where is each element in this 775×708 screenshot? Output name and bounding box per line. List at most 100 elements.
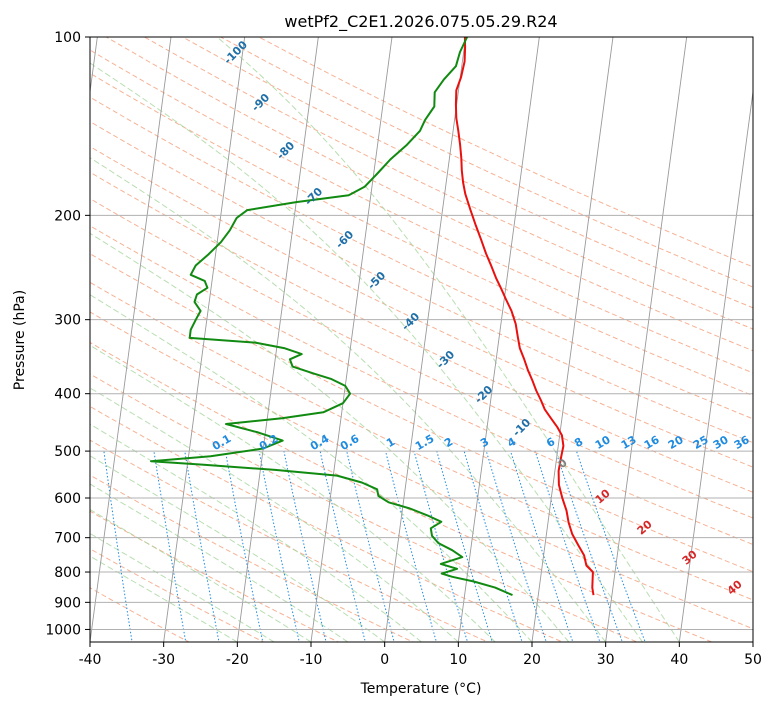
mixing-ratio-label: 20 <box>666 433 686 452</box>
dry-adiabat-line <box>143 37 753 330</box>
mixing-ratio-label: 10 <box>593 433 613 452</box>
x-axis-label: Temperature (°C) <box>360 681 482 697</box>
axes: -40 -30 -20 -10 0 10 20 30 40 5010020030040050060… <box>45 30 762 668</box>
mixing-ratio-line <box>283 450 327 642</box>
dry-adiabat-line <box>90 198 753 519</box>
dry-adiabat-line <box>90 72 753 397</box>
dry-adiabat-line <box>90 225 753 546</box>
dry-adiabat-line <box>90 311 753 630</box>
y-tick-label: 800 <box>54 565 81 581</box>
y-axis-label: Pressure (hPa) <box>12 290 28 390</box>
mixing-ratio-label: 2 <box>442 435 455 450</box>
x-tick-label: 40 <box>670 652 688 668</box>
isotherm-line <box>678 88 753 642</box>
x-tick-label: -20 <box>226 652 249 668</box>
dry-adiabat-line <box>90 281 753 601</box>
moist-adiabat-line <box>90 294 533 642</box>
temperature-profile <box>454 37 595 596</box>
dry-adiabat-label: 40 <box>725 577 745 597</box>
y-tick-label: 600 <box>54 491 81 507</box>
moist-adiabat-line <box>216 37 680 642</box>
mixing-ratio-label: 30 <box>711 433 731 452</box>
isotherm-line <box>531 37 614 642</box>
isotherm-label: -90 <box>249 91 272 114</box>
mixing-ratio-line <box>258 451 300 642</box>
y-tick-label: 1000 <box>45 622 81 638</box>
isotherm-line <box>90 37 172 642</box>
mixing-ratio-line <box>385 450 437 642</box>
dry-adiabat-label: 20 <box>635 517 655 537</box>
mixing-ratio-label: 16 <box>642 433 662 452</box>
isotherm-label: -10 <box>510 416 533 439</box>
x-tick-label: 0 <box>380 652 389 668</box>
mixing-ratio-line <box>463 450 523 642</box>
y-tick-label: 300 <box>54 313 81 329</box>
isotherm-label: -60 <box>333 228 356 251</box>
moist-adiabat-line <box>90 157 607 642</box>
mixing-ratio-line <box>103 451 133 642</box>
isotherm-line <box>605 37 688 642</box>
dry-adiabat-line <box>90 96 753 420</box>
mixing-ratio-line <box>346 450 395 642</box>
moist-adiabat-line <box>90 532 275 642</box>
chart-title: wetPf2_C2E1.2026.075.05.29.R24 <box>284 12 557 32</box>
dry-adiabat-label: 10 <box>593 486 613 506</box>
mixing-ratio-line <box>436 450 493 642</box>
dry-adiabat-line <box>90 145 753 468</box>
moist-adiabat-line <box>90 455 385 642</box>
isotherm-line <box>236 37 319 642</box>
isotherm-line <box>752 638 753 642</box>
background-lines <box>90 37 753 642</box>
dry-adiabat-line <box>90 548 265 642</box>
y-tick-label: 200 <box>54 208 81 224</box>
isotherm-line <box>310 37 393 642</box>
mixing-ratio-label: 3 <box>478 435 491 450</box>
mixing-ratio-label: 6 <box>544 435 557 450</box>
moist-adiabat-line <box>90 483 349 642</box>
dry-adiabat-line <box>90 253 753 573</box>
isotherm-line <box>163 37 246 642</box>
mixing-ratio-line <box>153 451 187 642</box>
dry-adiabat-line <box>90 49 753 374</box>
dry-adiabat-line <box>90 510 340 642</box>
dry-adiabat-line <box>90 120 753 444</box>
mixing-ratio-line <box>224 451 264 642</box>
dry-adiabat-line <box>90 341 714 642</box>
dry-adiabat-line <box>90 587 190 642</box>
moist-adiabat-line <box>90 62 643 642</box>
isotherm-label: -100 <box>221 38 250 67</box>
mixing-ratio-label: 0.1 <box>210 432 233 453</box>
mixing-ratio-label: 13 <box>619 433 639 452</box>
isotherm-label: -50 <box>365 269 388 292</box>
isotherm-line <box>457 37 540 642</box>
mixing-ratio-label: 25 <box>691 433 711 452</box>
x-tick-label: 50 <box>744 652 762 668</box>
isotherm-label: -80 <box>274 139 297 162</box>
moist-adiabat-line <box>90 387 459 642</box>
mixing-ratio-label: 8 <box>572 435 585 450</box>
y-tick-label: 700 <box>54 531 81 547</box>
sounding-profiles <box>150 37 595 597</box>
mixing-ratio-line <box>485 450 547 642</box>
mixing-ratio-label: 0.4 <box>308 432 332 453</box>
moist-adiabat-line <box>90 509 312 642</box>
y-tick-label: 400 <box>54 387 81 403</box>
dry-adiabat-line <box>90 439 489 642</box>
mixing-ratio-label: 0.2 <box>257 432 280 453</box>
x-tick-label: 10 <box>449 652 467 668</box>
dewpoint-profile <box>150 37 513 597</box>
dry-adiabat-line <box>105 37 753 352</box>
x-tick-label: -10 <box>300 652 323 668</box>
x-tick-label: 30 <box>597 652 615 668</box>
dry-adiabat-line <box>90 171 753 493</box>
x-tick-label: -40 <box>79 652 102 668</box>
isotherm-line <box>384 37 467 642</box>
plot-frame <box>89 36 754 643</box>
x-tick-label: -30 <box>152 652 175 668</box>
dry-adiabat-line <box>90 405 564 642</box>
x-tick-label: 20 <box>523 652 541 668</box>
dry-adiabat-label: 0 <box>556 456 570 471</box>
dry-adiabat-line <box>90 474 415 642</box>
isotherm-label: -40 <box>399 310 422 333</box>
